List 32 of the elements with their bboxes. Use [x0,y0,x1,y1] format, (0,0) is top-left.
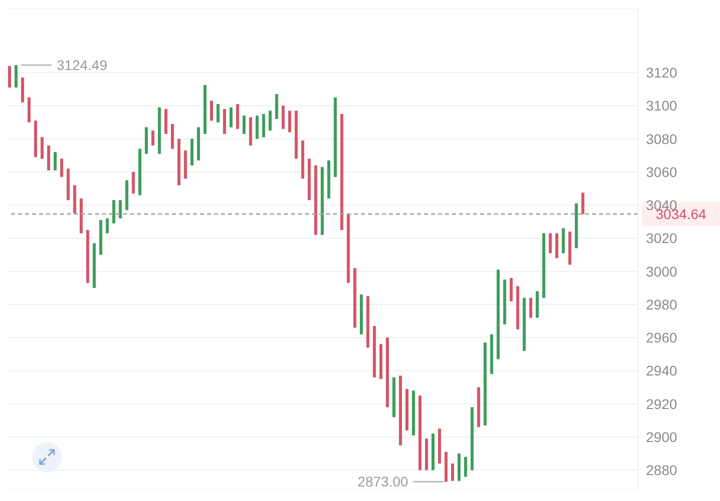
candlestick [60,158,64,178]
candlestick [268,110,272,132]
y-tick-label: 3080 [646,130,678,147]
candlestick [106,218,109,234]
y-tick-label: 2980 [646,296,678,312]
candlestick [242,115,246,134]
candlestick [256,115,259,140]
candlestick [151,130,154,146]
candlestick [230,106,233,128]
candlestick [282,105,285,130]
candlestick [118,200,122,219]
candlestick [112,200,116,224]
y-tick-label: 3060 [646,164,678,180]
y-tick-label: 3020 [646,230,678,246]
annotation: 2873.00 [358,474,408,490]
candlestick [216,104,220,123]
candlestick [40,136,44,160]
y-tick-label: 3100 [646,98,678,114]
candlestick [451,463,454,482]
y-tick-label: 2900 [646,428,678,445]
candlestick [581,192,584,214]
y-tick-label: 2880 [646,462,678,478]
candlestick [288,110,292,133]
y-tick-label: 2920 [646,396,678,412]
annotation: 3124.49 [56,57,108,74]
candlestick [54,152,57,171]
y-tick-label: 3120 [646,64,678,81]
candlestick [262,114,266,138]
y-tick-label: 3000 [646,263,678,280]
y-tick-label: 2960 [646,330,678,346]
candlestick [14,64,18,88]
y-tick-label: 2940 [646,362,678,379]
